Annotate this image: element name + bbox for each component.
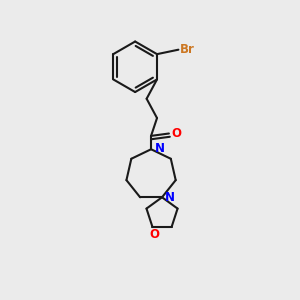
Text: Br: Br [180,43,195,56]
Text: O: O [149,228,159,241]
Text: N: N [154,142,165,155]
Text: O: O [172,127,182,140]
Text: N: N [165,191,175,204]
